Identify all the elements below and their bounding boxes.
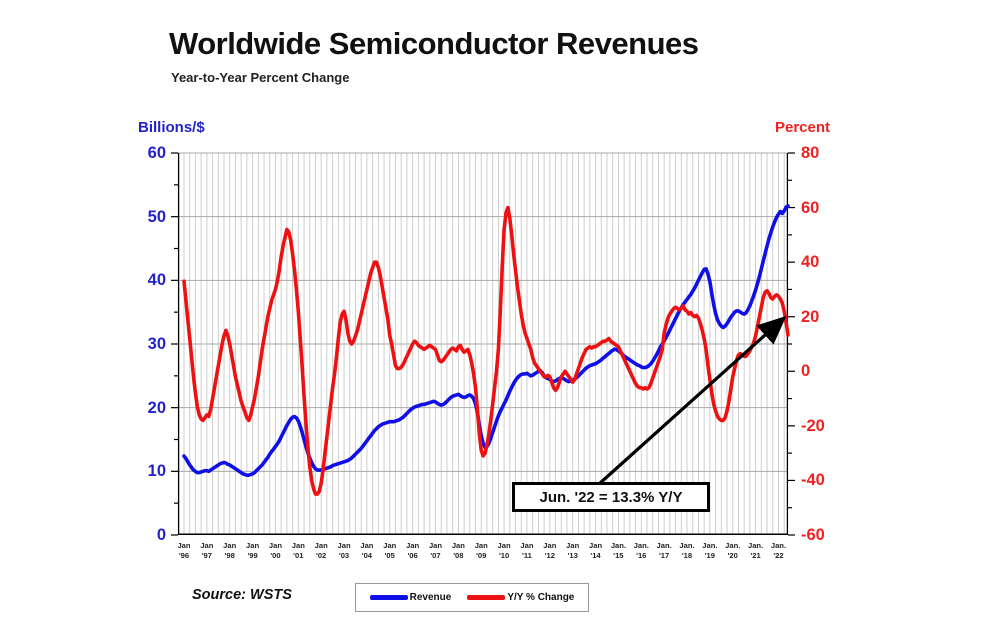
x-axis-tick-label: Jan. '21 <box>747 541 764 560</box>
x-axis-tick-label: Jan '99 <box>246 541 260 560</box>
chart-canvas <box>171 152 795 536</box>
x-axis-tick-label: Jan '10 <box>497 541 511 560</box>
legend-item-revenue: Revenue <box>369 592 452 603</box>
yoy-line-swatch <box>467 595 506 600</box>
x-axis-tick-label: Jan '14 <box>589 541 603 560</box>
plot-area <box>171 152 795 536</box>
right-axis-tick-label: 80 <box>801 144 820 162</box>
x-axis-tick-label: Jan. '16 <box>633 541 649 560</box>
x-axis-tick-label: Jan. '19 <box>702 541 718 560</box>
annotation-callout: Jun. '22 = 13.3% Y/Y <box>512 482 710 512</box>
right-axis-tick-label: -60 <box>801 526 825 544</box>
left-axis-tick-label: 30 <box>147 335 166 353</box>
left-axis-tick-label: 0 <box>156 526 166 544</box>
x-axis-tick-label: Jan '09 <box>474 541 488 560</box>
x-axis-tick-label: Jan '13 <box>566 541 580 560</box>
page-title: Worldwide Semiconductor Revenues <box>169 26 699 61</box>
x-axis-tick-label: Jan '08 <box>451 541 465 560</box>
x-axis-tick-label: Jan '04 <box>360 541 374 560</box>
x-axis-tick-label: Jan. '15 <box>610 541 627 560</box>
revenue-line-swatch <box>369 595 408 600</box>
right-axis-tick-label: 0 <box>801 362 811 381</box>
x-axis-tick-label: Jan '98 <box>223 541 237 560</box>
x-axis-tick-label: Jan '97 <box>200 541 214 560</box>
legend-label-yoy: Y/Y % Change <box>507 592 575 603</box>
right-axis-tick-label: -40 <box>801 471 825 490</box>
x-axis-tick-label: Jan '05 <box>383 541 397 560</box>
x-axis-tick-label: Jan '11 <box>520 541 534 560</box>
legend: Revenue Y/Y % Change <box>355 583 589 612</box>
x-axis-tick-label: Jan. '20 <box>725 541 741 560</box>
x-axis-tick-label: Jan '07 <box>428 541 443 560</box>
legend-label-revenue: Revenue <box>409 592 452 603</box>
right-axis-title: Percent <box>775 119 831 136</box>
annotation-arrow <box>597 315 787 486</box>
yoy-change-line <box>182 205 790 496</box>
left-axis-title: Billions/$ <box>138 119 205 136</box>
legend-item-yoy: Y/Y % Change <box>467 592 574 603</box>
page-subtitle: Year-to-Year Percent Change <box>171 70 350 85</box>
annotation-text: Jun. '22 = 13.3% Y/Y <box>539 488 683 506</box>
x-axis-tick-label: Jan. '17 <box>656 541 672 560</box>
x-axis-tick-label: Jan '06 <box>406 541 420 560</box>
right-axis-tick-label: -20 <box>801 416 825 435</box>
x-axis-tick-label: Jan '96 <box>177 541 191 560</box>
x-axis-tick-label: Jan '12 <box>543 541 557 560</box>
x-axis-tick-label: Jan '03 <box>337 541 351 560</box>
x-axis-tick-label: Jan '02 <box>314 541 328 560</box>
right-axis-tick-label: 60 <box>801 198 820 217</box>
left-axis-tick-label: 50 <box>147 207 166 226</box>
left-axis-tick-label: 10 <box>147 462 166 481</box>
left-axis-tick-label: 40 <box>147 271 166 290</box>
right-axis-tick-label: 20 <box>801 307 820 326</box>
revenue-line <box>182 204 790 477</box>
left-axis-tick-label: 20 <box>147 398 166 417</box>
right-axis-tick-label: 40 <box>801 253 820 272</box>
left-axis-tick-label: 60 <box>147 144 166 162</box>
source-note: Source: WSTS <box>192 587 292 603</box>
x-axis-tick-label: Jan '01 <box>291 541 305 560</box>
x-axis-tick-label: Jan. '22 <box>770 541 787 560</box>
x-axis-tick-label: Jan '00 <box>268 541 282 560</box>
x-axis-tick-label: Jan. '18 <box>679 541 695 560</box>
